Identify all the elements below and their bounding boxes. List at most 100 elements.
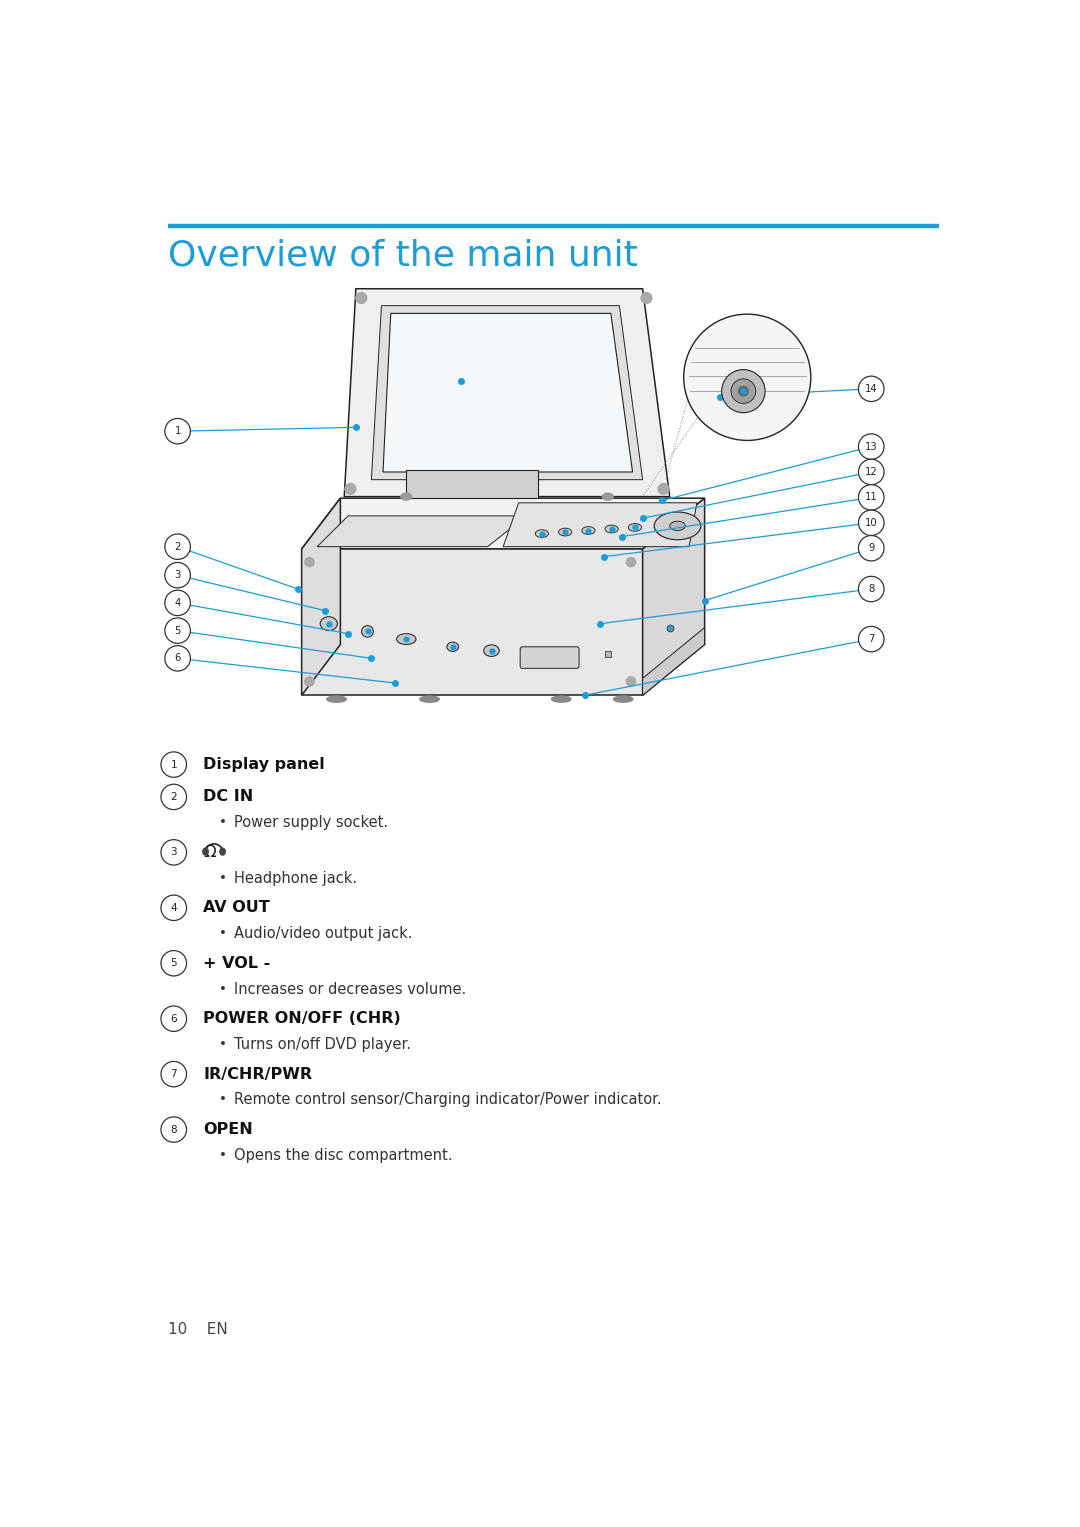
Text: 8: 8 xyxy=(868,583,875,594)
Ellipse shape xyxy=(552,696,571,702)
Circle shape xyxy=(161,950,187,976)
Circle shape xyxy=(658,484,669,495)
Ellipse shape xyxy=(220,847,226,855)
Text: 4: 4 xyxy=(171,902,177,913)
Circle shape xyxy=(165,534,190,559)
Ellipse shape xyxy=(629,524,642,531)
Circle shape xyxy=(626,557,636,567)
Text: 8: 8 xyxy=(171,1124,177,1135)
Text: 12: 12 xyxy=(865,467,878,476)
Ellipse shape xyxy=(396,634,416,644)
Text: Headphone jack.: Headphone jack. xyxy=(234,870,357,886)
Polygon shape xyxy=(301,498,340,695)
Polygon shape xyxy=(406,470,538,498)
Text: 5: 5 xyxy=(175,626,180,635)
Circle shape xyxy=(161,1006,187,1031)
Circle shape xyxy=(165,618,190,643)
Text: Remote control sensor/Charging indicator/Power indicator.: Remote control sensor/Charging indicator… xyxy=(234,1092,662,1107)
Circle shape xyxy=(305,557,314,567)
Text: + VOL -: + VOL - xyxy=(203,956,270,971)
Circle shape xyxy=(345,484,356,495)
Text: Display panel: Display panel xyxy=(203,757,325,773)
Circle shape xyxy=(859,536,885,560)
Circle shape xyxy=(161,785,187,809)
Ellipse shape xyxy=(401,493,411,501)
Text: Ω: Ω xyxy=(203,843,216,861)
Circle shape xyxy=(859,510,885,536)
Text: •: • xyxy=(218,1148,227,1162)
Text: Increases or decreases volume.: Increases or decreases volume. xyxy=(234,982,467,997)
Circle shape xyxy=(165,418,190,444)
Circle shape xyxy=(859,434,885,460)
Text: 7: 7 xyxy=(868,634,875,644)
Text: •: • xyxy=(218,1093,227,1107)
Text: •: • xyxy=(218,872,227,884)
Text: 11: 11 xyxy=(865,492,878,502)
Text: •: • xyxy=(218,982,227,996)
Text: 6: 6 xyxy=(175,654,180,663)
Text: Opens the disc compartment.: Opens the disc compartment. xyxy=(234,1148,453,1164)
Text: Overview of the main unit: Overview of the main unit xyxy=(167,238,637,273)
Polygon shape xyxy=(345,289,670,496)
Ellipse shape xyxy=(605,525,618,533)
Ellipse shape xyxy=(203,847,208,855)
Circle shape xyxy=(738,386,748,397)
Ellipse shape xyxy=(558,528,571,536)
Circle shape xyxy=(161,1116,187,1142)
Text: •: • xyxy=(218,1038,227,1051)
Ellipse shape xyxy=(536,530,549,538)
Circle shape xyxy=(161,840,187,866)
Ellipse shape xyxy=(321,617,337,631)
Polygon shape xyxy=(318,516,526,547)
Circle shape xyxy=(642,293,652,304)
Text: Power supply socket.: Power supply socket. xyxy=(234,815,389,831)
FancyBboxPatch shape xyxy=(521,647,579,669)
Text: 4: 4 xyxy=(175,599,180,608)
Circle shape xyxy=(356,293,367,304)
Circle shape xyxy=(161,1061,187,1087)
Text: 3: 3 xyxy=(171,847,177,857)
Circle shape xyxy=(684,315,811,440)
Text: Audio/video output jack.: Audio/video output jack. xyxy=(234,925,413,941)
Circle shape xyxy=(626,676,636,686)
Polygon shape xyxy=(301,498,704,550)
Text: 10    EN: 10 EN xyxy=(167,1322,227,1338)
Text: 10: 10 xyxy=(865,518,878,528)
Polygon shape xyxy=(643,628,704,695)
Circle shape xyxy=(161,895,187,921)
Circle shape xyxy=(859,576,885,602)
Text: •: • xyxy=(218,817,227,829)
Ellipse shape xyxy=(582,527,595,534)
Circle shape xyxy=(721,370,765,412)
Ellipse shape xyxy=(603,493,613,501)
Circle shape xyxy=(859,484,885,510)
Text: POWER ON/OFF (CHR): POWER ON/OFF (CHR) xyxy=(203,1011,401,1026)
Ellipse shape xyxy=(420,696,440,702)
Text: 7: 7 xyxy=(171,1069,177,1080)
Text: AV OUT: AV OUT xyxy=(203,901,270,915)
Text: 1: 1 xyxy=(171,759,177,770)
Polygon shape xyxy=(643,498,704,695)
Circle shape xyxy=(165,589,190,615)
Text: 1: 1 xyxy=(175,426,180,437)
Text: 3: 3 xyxy=(175,570,180,580)
Circle shape xyxy=(161,751,187,777)
Text: 6: 6 xyxy=(171,1014,177,1023)
Circle shape xyxy=(859,626,885,652)
Text: OPEN: OPEN xyxy=(203,1122,253,1138)
Polygon shape xyxy=(503,502,697,547)
Circle shape xyxy=(859,376,885,402)
Circle shape xyxy=(305,676,314,686)
Text: IR/CHR/PWR: IR/CHR/PWR xyxy=(203,1067,312,1081)
Text: Turns on/off DVD player.: Turns on/off DVD player. xyxy=(234,1037,411,1052)
Text: 9: 9 xyxy=(868,544,875,553)
Ellipse shape xyxy=(447,643,459,652)
Text: 14: 14 xyxy=(865,383,878,394)
Ellipse shape xyxy=(613,696,633,702)
Circle shape xyxy=(731,379,756,403)
Circle shape xyxy=(165,646,190,670)
Text: 13: 13 xyxy=(865,441,878,452)
Text: 5: 5 xyxy=(171,959,177,968)
Circle shape xyxy=(859,460,885,484)
Polygon shape xyxy=(372,305,643,479)
